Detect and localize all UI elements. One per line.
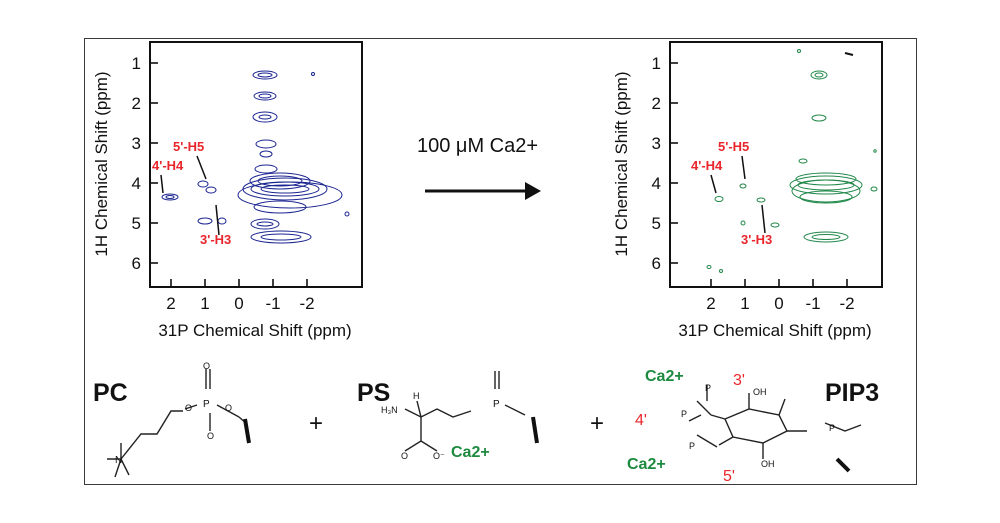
tick-label: 1 — [200, 294, 209, 313]
tick-label: -1 — [265, 294, 280, 313]
svg-text:OH: OH — [761, 459, 775, 469]
y-axis-label: 1H Chemical Shift (ppm) — [92, 71, 111, 256]
tick-label: 3 — [132, 134, 141, 153]
annotation-5h5: 5'-H5 — [718, 139, 749, 154]
left-nmr-plot: 1 2 3 4 5 6 2 1 0 -1 -2 31P Chemical Shi… — [92, 41, 363, 340]
svg-text:H: H — [413, 391, 420, 401]
tick-label: 2 — [132, 94, 141, 113]
position-3: 3' — [733, 372, 745, 389]
svg-text:O: O — [207, 431, 214, 441]
tick-label: -2 — [839, 294, 854, 313]
plus-sign: + — [309, 410, 323, 437]
figure-svg: 1 2 3 4 5 6 2 1 0 -1 -2 31P Chemical Shi… — [92, 41, 883, 485]
tick-label: 1 — [652, 54, 661, 73]
annotation-5h5: 5'-H5 — [173, 139, 204, 154]
svg-text:O: O — [185, 403, 192, 413]
pip3-calcium-top: Ca2+ — [645, 368, 684, 385]
tick-label: -2 — [299, 294, 314, 313]
annotation-4h4: 4'-H4 — [152, 158, 184, 173]
x-axis-label: 31P Chemical Shift (ppm) — [678, 321, 871, 340]
pip3-label: PIP3 — [825, 379, 879, 407]
svg-text:H₃N: H₃N — [381, 405, 398, 415]
tick-label: 6 — [132, 254, 141, 273]
leader-line — [215, 204, 220, 236]
left-y-ticks — [150, 62, 158, 264]
right-x-ticks — [710, 279, 848, 287]
pip3-calcium-bottom: Ca2+ — [627, 456, 666, 473]
tick-label: 5 — [132, 214, 141, 233]
svg-text:O⁻: O⁻ — [433, 451, 445, 461]
svg-text:O: O — [401, 451, 408, 461]
arrow-head — [525, 182, 541, 200]
svg-text:P: P — [689, 441, 695, 451]
tick-label: 6 — [652, 254, 661, 273]
arrow-group: 100 μM Ca2+ — [417, 135, 541, 200]
molecule-pc: PC P O O O O N — [93, 361, 251, 478]
molecule-ps: PS P H₃N O O⁻ H Ca2+ — [357, 371, 539, 461]
right-y-ticks — [670, 62, 678, 264]
tick-label: 4 — [652, 174, 661, 193]
plus-sign: + — [590, 410, 604, 437]
tick-label: 2 — [166, 294, 175, 313]
tick-label: 0 — [774, 294, 783, 313]
right-x-tick-labels: 2 1 0 -1 -2 — [706, 294, 854, 313]
left-plot-frame — [149, 41, 363, 288]
left-contours — [161, 70, 350, 244]
leader-line — [196, 155, 207, 180]
right-nmr-plot: 1 2 3 4 5 6 2 1 0 -1 -2 31P Chemical Shi… — [612, 41, 883, 340]
left-x-tick-labels: 2 1 0 -1 -2 — [166, 294, 314, 313]
left-x-ticks — [170, 279, 308, 287]
left-y-tick-labels: 1 2 3 4 5 6 — [132, 54, 141, 273]
annotation-3h3: 3'-H3 — [200, 232, 231, 247]
svg-text:P: P — [829, 423, 835, 433]
x-axis-label: 31P Chemical Shift (ppm) — [158, 321, 351, 340]
svg-text:P: P — [681, 409, 687, 419]
right-plot-frame — [669, 41, 883, 288]
svg-text:P: P — [705, 383, 711, 393]
tick-label: 1 — [740, 294, 749, 313]
tick-label: 5 — [652, 214, 661, 233]
leader-line — [761, 204, 766, 234]
position-4: 4' — [635, 412, 647, 429]
ps-label: PS — [357, 379, 390, 407]
tick-label: -1 — [805, 294, 820, 313]
pc-label: PC — [93, 379, 128, 407]
leader-line — [160, 174, 164, 194]
ps-calcium: Ca2+ — [451, 444, 490, 461]
tick-label: 2 — [706, 294, 715, 313]
figure-panel: 1 2 3 4 5 6 2 1 0 -1 -2 31P Chemical Shi… — [84, 38, 917, 485]
tick-label: 1 — [132, 54, 141, 73]
leader-line — [710, 174, 717, 194]
tick-label: 4 — [132, 174, 141, 193]
position-5: 5' — [723, 468, 735, 485]
svg-text:P: P — [203, 399, 210, 410]
leader-line — [741, 155, 746, 180]
right-y-tick-labels: 1 2 3 4 5 6 — [652, 54, 661, 273]
tick-label: 2 — [652, 94, 661, 113]
annotation-4h4: 4'-H4 — [691, 158, 723, 173]
svg-text:OH: OH — [753, 387, 767, 397]
right-contours — [706, 49, 878, 273]
tick-label: 0 — [234, 294, 243, 313]
svg-text:N: N — [115, 455, 122, 466]
annotation-3h3: 3'-H3 — [741, 232, 772, 247]
svg-text:O: O — [203, 361, 210, 371]
svg-text:P: P — [493, 399, 500, 410]
svg-text:O: O — [225, 403, 232, 413]
tick-label: 3 — [652, 134, 661, 153]
y-axis-label: 1H Chemical Shift (ppm) — [612, 71, 631, 256]
molecule-pip3: Ca2+ Ca2+ 3' 4' 5' P P P P OH OH PIP3 — [627, 368, 879, 485]
arrow-label: 100 μM Ca2+ — [417, 135, 538, 157]
